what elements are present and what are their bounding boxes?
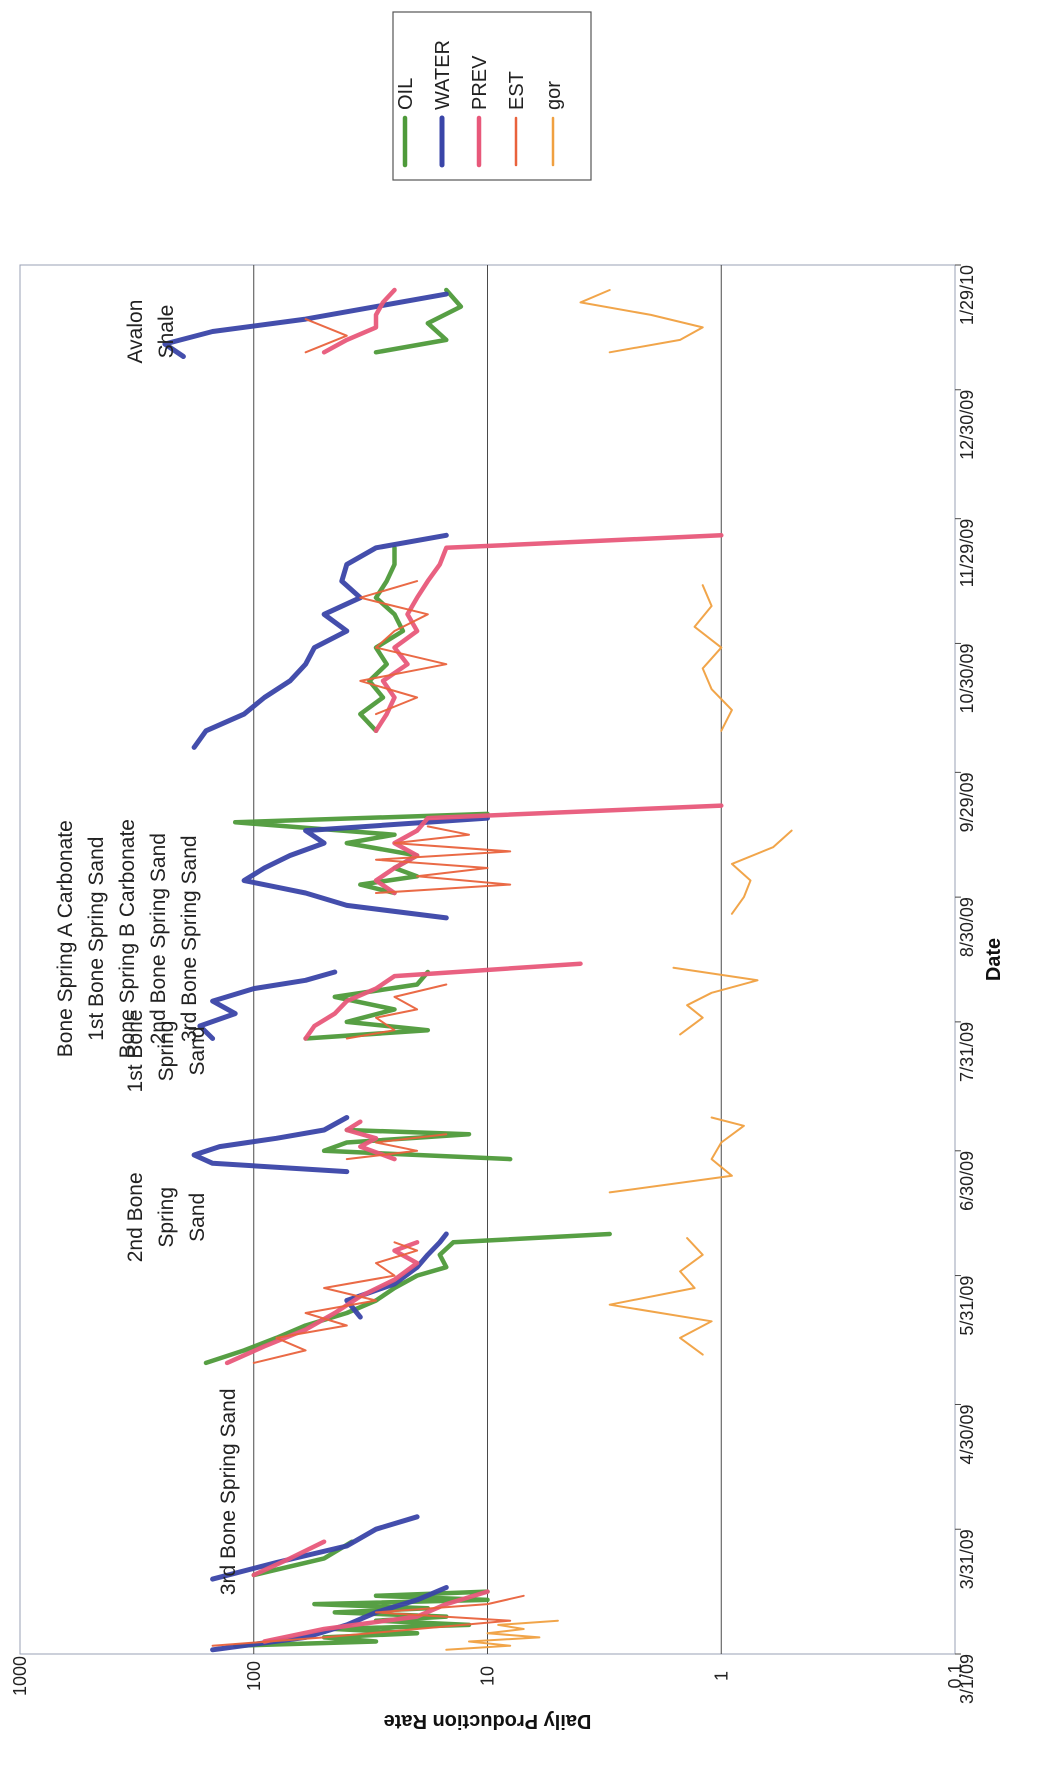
annotation-line: Bone Spring B Carbonate	[116, 819, 139, 1058]
series-line-prev	[303, 961, 583, 1041]
x-tick-label: 10/30/09	[957, 643, 977, 713]
series-line-gor	[730, 829, 793, 915]
x-tick-label: 9/29/09	[957, 772, 977, 832]
series-line-gor	[693, 584, 733, 732]
x-tick-label: 1/29/10	[957, 265, 977, 325]
legend-label-water: WATER	[432, 40, 454, 110]
x-tick-label: 7/31/09	[957, 1022, 977, 1082]
annotation-line: 1st Bone Spring Sand	[85, 837, 108, 1041]
annotation-label: 1st Bone Spring Sand	[124, 1010, 209, 1093]
x-tick-label: 12/30/09	[957, 390, 977, 460]
x-tick-label: 4/30/09	[957, 1404, 977, 1464]
legend-label-est: EST	[506, 71, 528, 110]
series-line-prev	[262, 1589, 490, 1644]
annotation-line: Shale	[155, 305, 178, 359]
series-line-water	[191, 532, 449, 750]
series-line-gor	[445, 1619, 559, 1651]
series-line-water	[344, 1231, 449, 1320]
series-line-est	[375, 825, 512, 894]
y-axis: 1000 100 10 1 0.1	[10, 1656, 965, 1696]
series-line-water	[162, 291, 449, 359]
series-line-prev	[344, 1119, 397, 1162]
annotation-line: Spring	[155, 1021, 178, 1082]
series-line-gor	[608, 1237, 713, 1356]
annotation-label: Bone Spring A Carbonate 1st Bone Spring S…	[54, 819, 201, 1058]
series-line-water	[197, 969, 338, 1041]
series-line-gor	[672, 966, 759, 1036]
series-line-gor	[579, 289, 704, 354]
x-tick-label: 3/1/09	[957, 1654, 977, 1704]
series-line-prev	[373, 533, 724, 734]
x-axis-title: Date	[983, 938, 1005, 981]
x-tick-label: 11/29/09	[957, 519, 977, 588]
series-line-oil	[358, 545, 406, 734]
series-line-oil	[303, 969, 431, 1041]
legend-label-prev: PREV	[469, 55, 491, 110]
series-line-est	[252, 1241, 419, 1364]
series-line-est	[304, 318, 348, 354]
annotation-line: 2nd Bone	[124, 1172, 147, 1262]
y-tick-label: 10	[478, 1666, 498, 1686]
series-line-oil	[203, 1231, 612, 1366]
annotation-line: Avalon	[124, 300, 147, 364]
y-tick-label: 1000	[10, 1656, 30, 1696]
series-line-oil	[373, 287, 464, 355]
annotation-line: 3rd Bone Spring Sand	[217, 1388, 240, 1595]
x-tick-label: 5/31/09	[957, 1276, 977, 1336]
series-line-est	[345, 1133, 448, 1161]
gridlines	[253, 265, 722, 1654]
y-tick-label: 100	[244, 1661, 264, 1691]
legend-label-gor: gor	[543, 81, 565, 110]
series-line-water	[241, 815, 490, 921]
x-tick-label: 8/30/09	[957, 897, 977, 957]
y-tick-label: 1	[711, 1671, 731, 1681]
x-tick-label: 3/31/09	[957, 1529, 977, 1589]
series-line-prev	[373, 803, 724, 896]
legend-label-oil: OIL	[395, 78, 417, 110]
series-line-water	[210, 1514, 420, 1582]
annotation-label: 2nd Bone Spring Sand	[124, 1172, 209, 1262]
y-tick-label: 0.1	[945, 1663, 965, 1688]
annotation-label: 3rd Bone Spring Sand	[217, 1388, 240, 1595]
legend: OIL WATER PREV EST gor	[392, 11, 592, 181]
annotation-line: 2nd Bone Spring Sand	[147, 833, 170, 1044]
series-line-gor	[608, 1116, 745, 1194]
annotation-line: Sand	[186, 1026, 209, 1075]
x-tick-label: 6/30/09	[957, 1151, 977, 1211]
annotation-line: Bone Spring A Carbonate	[54, 820, 77, 1057]
legend-box	[392, 11, 592, 181]
annotation-line: 3rd Bone Spring Sand	[178, 835, 201, 1042]
annotation-label: Avalon Shale	[124, 300, 178, 364]
series-line-est	[211, 1594, 525, 1647]
annotation-line: 1st Bone	[124, 1010, 147, 1093]
series-layer	[162, 287, 793, 1653]
series-line-water	[191, 1115, 350, 1175]
series-line-prev	[321, 287, 397, 355]
x-axis: 3/1/09 3/31/09 4/30/09 5/31/09 6/30/09 7/31/0…	[955, 264, 977, 1704]
series-line-est	[345, 983, 448, 1040]
y-axis-title: Daily Production Rate	[384, 1710, 592, 1732]
series-line-prev	[251, 1539, 327, 1578]
series-line-est	[359, 580, 448, 716]
annotation-line: Spring	[155, 1187, 178, 1248]
annotation-line: Sand	[186, 1193, 209, 1242]
